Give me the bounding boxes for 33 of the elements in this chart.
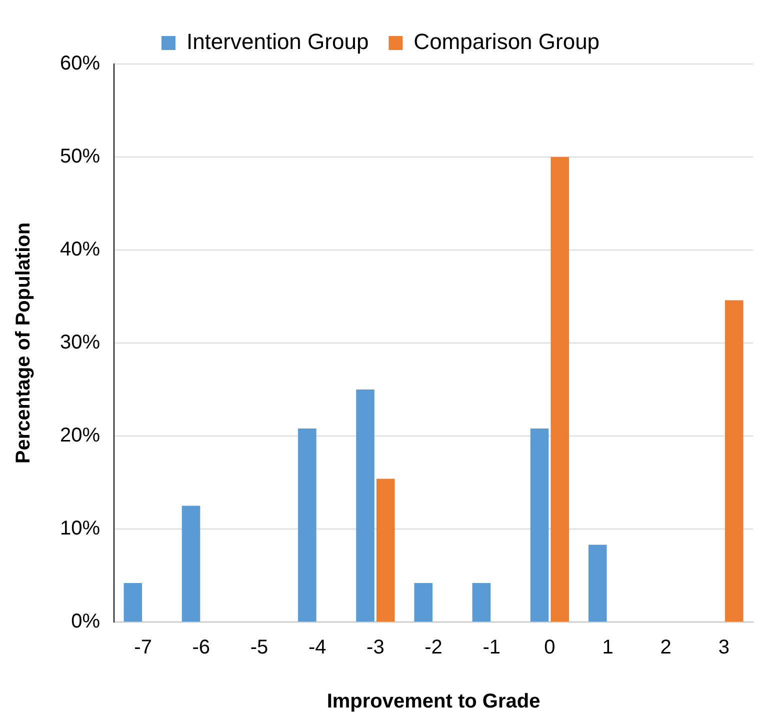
bar	[472, 582, 491, 622]
legend-label: Comparison Group	[414, 29, 600, 54]
bar	[182, 506, 200, 622]
bar	[530, 428, 549, 622]
x-tick-label: -3	[366, 636, 384, 659]
y-axis-title: Percentage of Population	[12, 222, 35, 464]
legend-label: Intervention Group	[186, 29, 369, 54]
x-tick-label: 0	[544, 636, 556, 659]
bar	[356, 390, 374, 622]
bar	[550, 157, 570, 622]
bar	[588, 544, 607, 622]
x-axis-title: Improvement to Grade	[326, 690, 540, 713]
y-tick-label: 40%	[60, 238, 100, 261]
x-tick-label: -4	[308, 636, 326, 659]
bar	[298, 428, 316, 622]
x-tick-label: -7	[134, 636, 152, 659]
y-tick-label: 10%	[60, 518, 100, 540]
y-tick-label: 20%	[60, 424, 100, 447]
y-tick-label: 30%	[60, 332, 100, 354]
y-tick-label: 50%	[60, 146, 100, 168]
x-tick-label: -2	[424, 636, 442, 659]
bar	[414, 582, 432, 622]
bar	[376, 478, 395, 622]
bar	[124, 582, 142, 622]
x-tick-label: 3	[718, 636, 730, 659]
x-tick-label: 2	[660, 636, 672, 659]
x-tick-label: -6	[192, 636, 210, 659]
bar	[724, 300, 744, 622]
x-tick-label: 1	[602, 636, 614, 659]
y-tick-label: 0%	[71, 610, 100, 633]
y-tick-label: 60%	[60, 52, 100, 75]
x-tick-label: -1	[482, 636, 500, 659]
x-tick-label: -5	[250, 636, 268, 659]
